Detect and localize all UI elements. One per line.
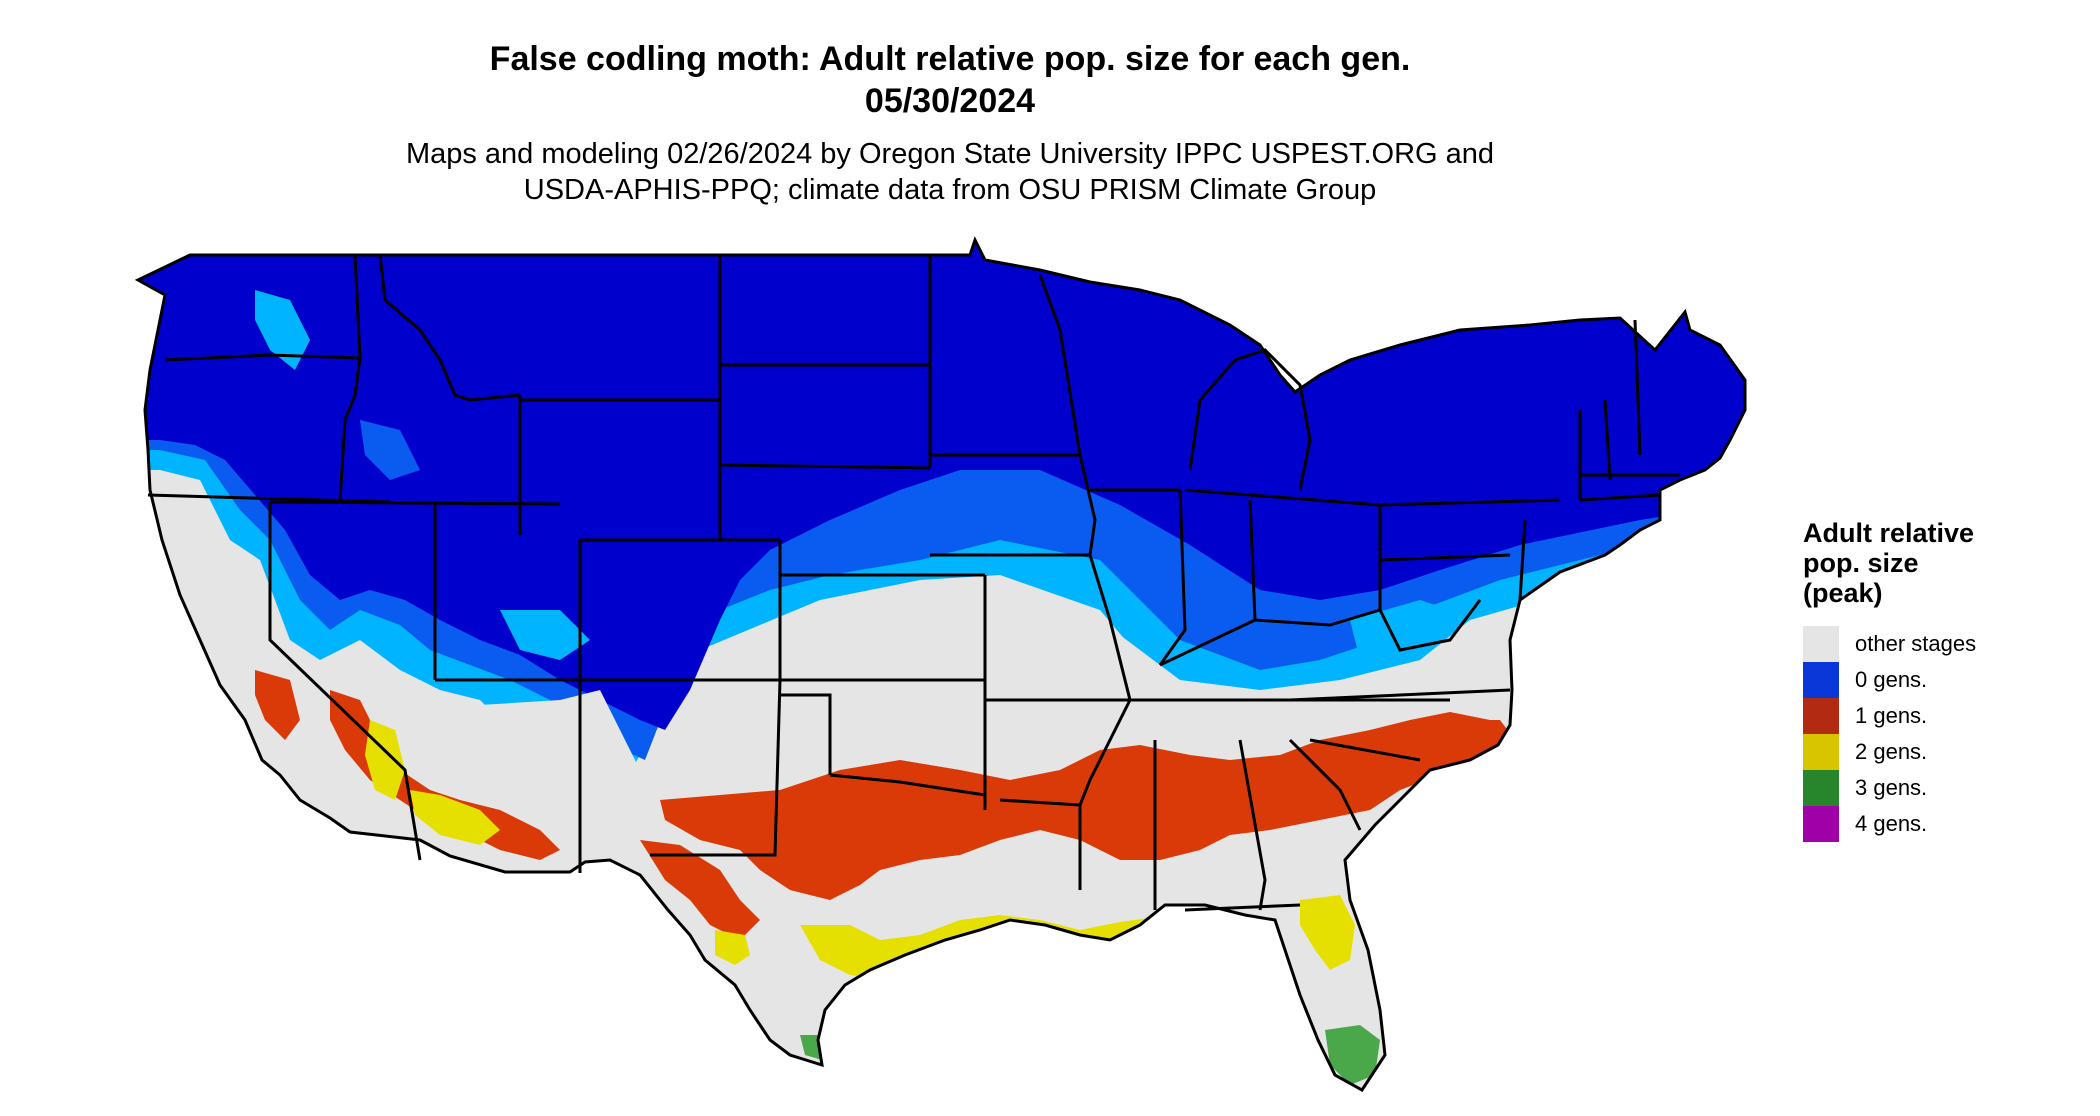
legend-swatch: [1803, 626, 1839, 662]
border-mo-east: [1088, 554, 1132, 701]
legend-swatch: [1803, 662, 1839, 698]
state-borders: [134, 236, 1747, 1092]
legend-swatch: [1803, 698, 1839, 734]
legend-label: 3 gens.: [1855, 775, 1928, 800]
border-nv-ca: [268, 502, 422, 861]
legend-label: 2 gens.: [1855, 739, 1928, 764]
border-nm-tx: [650, 679, 782, 857]
legend-swatch: [1803, 734, 1839, 770]
border-oh-ky: [1159, 608, 1381, 667]
zone-one-gen-texas-west: [640, 840, 760, 940]
legend-label: 4 gens.: [1855, 811, 1928, 836]
zone-three-gens-texas: [800, 1035, 822, 1060]
border-va-nc: [1289, 688, 1511, 702]
legend-swatch: [1803, 806, 1839, 842]
map-credit-line-1: Maps and modeling 02/26/2024 by Oregon S…: [405, 138, 1495, 170]
zone-west-light-3: [500, 610, 590, 660]
legend: Adult relative pop. size (peak) other st…: [1803, 518, 2083, 842]
legend-item-other-stages: other stages: [1803, 626, 2083, 662]
legend-title: Adult relative pop. size (peak): [1803, 518, 1975, 608]
us-outline: [134, 236, 1747, 1092]
border-or-id: [338, 357, 362, 501]
border-mn-wi: [1038, 274, 1082, 456]
border-wa-or: [164, 353, 361, 362]
zone-two-gens-florida: [1300, 895, 1355, 970]
border-ok-tx: [829, 773, 986, 797]
border-ct-ri: [1579, 493, 1661, 502]
border-il-in: [1158, 489, 1187, 666]
legend-label: 1 gens.: [1855, 703, 1928, 728]
border-mi-oh: [1184, 488, 1381, 507]
border-nj: [1518, 519, 1527, 601]
legend-item-0-gens: 0 gens.: [1803, 662, 2083, 698]
zone-west-light-2: [360, 420, 420, 480]
zone-zero-gens-deep: [138, 240, 1745, 730]
border-michigan-lower: [1188, 348, 1312, 491]
zone-west-light-4: [1350, 600, 1450, 660]
border-id-nv-ut: [269, 500, 561, 506]
border-al-ga: [1238, 739, 1267, 911]
zone-two-gens-arizona: [410, 790, 500, 845]
zone-three-gens-florida: [1325, 1025, 1380, 1085]
legend-label: 0 gens.: [1855, 667, 1928, 692]
population-zones: [138, 240, 1745, 1090]
border-nc-sc: [1309, 738, 1421, 762]
legend-item-4-gens: 4 gens.: [1803, 806, 2083, 842]
border-vt-nh: [1603, 399, 1612, 481]
border-wv-va: [1378, 599, 1482, 652]
border-in-oh: [1248, 499, 1257, 621]
border-sd-ne: [719, 463, 931, 470]
legend-rows: other stages 0 gens. 1 gens. 2 gens. 3 g…: [1803, 626, 2083, 842]
legend-item-3-gens: 3 gens.: [1803, 770, 2083, 806]
zone-one-gen-south: [660, 712, 1505, 900]
border-pa-ny: [1379, 498, 1561, 507]
map-credit-line-2: USDA-APHIS-PPQ; climate data from OSU PR…: [523, 174, 1377, 206]
border-ga-sc: [1288, 738, 1362, 831]
border-ar-la: [999, 798, 1081, 807]
border-nh-me: [1633, 319, 1642, 456]
border-wa-id: [353, 254, 362, 359]
map-date: 05/30/2024: [864, 82, 1036, 120]
zone-two-gens-texas-tip: [715, 930, 750, 965]
legend-item-1-gens: 1 gens.: [1803, 698, 2083, 734]
border-ia-il: [1078, 454, 1097, 556]
map-title: False codling moth: Adult relative pop. …: [489, 40, 1411, 78]
legend-label: other stages: [1855, 631, 1977, 656]
zone-one-gen-arizona: [330, 690, 560, 860]
border-id-mt: [378, 254, 521, 402]
border-ok-panhandle: [780, 693, 832, 775]
legend-swatch: [1803, 770, 1839, 806]
zone-one-gen-socal: [255, 670, 300, 740]
border-ar-east: [1078, 699, 1132, 806]
border-or-ca: [147, 493, 391, 504]
zone-west-light-1: [255, 290, 310, 370]
border-pa-md: [1379, 553, 1511, 562]
border-ga-fl: [1184, 903, 1301, 912]
legend-item-2-gens: 2 gens.: [1803, 734, 2083, 770]
